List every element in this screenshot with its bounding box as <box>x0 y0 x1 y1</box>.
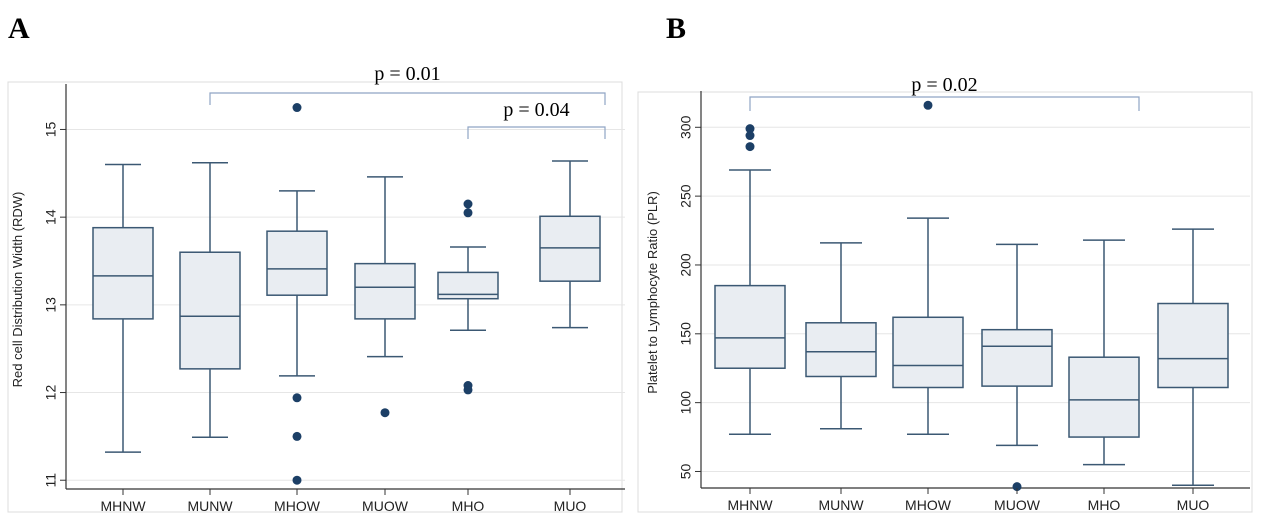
outlier-point <box>292 393 302 403</box>
y-tick-label: 14 <box>43 209 59 225</box>
x-tick-label: MHO <box>1088 497 1121 513</box>
outlier-point <box>923 100 933 110</box>
box-mhnw <box>714 124 786 436</box>
bracket-line <box>749 96 1140 111</box>
x-tick-label: MUNW <box>818 497 864 513</box>
box-munw <box>179 162 241 439</box>
iqr-box <box>981 328 1053 387</box>
box-mho <box>437 199 499 395</box>
box-mho <box>1068 239 1140 466</box>
outlier-point <box>1012 482 1022 492</box>
x-tick-label: MHOW <box>905 497 952 513</box>
outlier-point <box>292 103 302 113</box>
y-tick-label: 250 <box>678 184 694 208</box>
x-tick-label: MHNW <box>100 498 146 514</box>
iqr-box <box>92 226 154 320</box>
x-tick-label: MUOW <box>362 498 409 514</box>
iqr-box <box>892 316 964 389</box>
y-tick-label: 50 <box>678 463 694 479</box>
outlier-point <box>463 385 473 395</box>
bracket-line <box>209 92 606 105</box>
iqr-box <box>179 251 241 370</box>
y-tick-label: 150 <box>678 322 694 346</box>
significance-bracket: p = 0.02 <box>749 74 1140 111</box>
box-mhow <box>266 103 328 485</box>
y-axis-title: Platelet to Lymphocyte Ratio (PLR) <box>645 191 660 394</box>
outlier-point <box>745 131 755 141</box>
bracket-line <box>467 126 606 139</box>
box-muo <box>1157 228 1229 486</box>
outlier-point <box>380 408 390 418</box>
iqr-box <box>714 284 786 369</box>
outlier-point <box>463 199 473 209</box>
iqr-box <box>266 230 328 296</box>
x-tick-label: MHNW <box>727 497 773 513</box>
iqr-box <box>1068 356 1140 438</box>
iqr-box <box>1157 302 1229 389</box>
significance-bracket: p = 0.04 <box>467 99 606 139</box>
box-mhnw <box>92 163 154 453</box>
outlier-point <box>745 142 755 152</box>
p-value-label: p = 0.02 <box>911 74 977 96</box>
panel-letter: B <box>666 12 686 45</box>
outlier-point <box>463 208 473 218</box>
outlier-point <box>745 124 755 134</box>
y-tick-label: 200 <box>678 253 694 277</box>
x-tick-label: MUNW <box>187 498 233 514</box>
y-tick-label: 12 <box>43 385 59 401</box>
panel-letter: A <box>8 12 30 45</box>
y-tick-label: 11 <box>43 473 59 488</box>
box-muo <box>539 160 601 329</box>
x-tick-label: MHOW <box>274 498 321 514</box>
iqr-box <box>354 262 416 320</box>
iqr-box <box>539 215 601 282</box>
y-tick-label: 13 <box>43 297 59 313</box>
box-mhow <box>892 100 964 436</box>
p-value-label: p = 0.01 <box>374 63 440 85</box>
y-axis-title: Red cell Distribution Width (RDW) <box>10 192 25 388</box>
box-munw <box>805 242 877 430</box>
outlier-point <box>292 475 302 485</box>
y-tick-label: 100 <box>678 391 694 415</box>
x-tick-label: MUO <box>1177 497 1210 513</box>
iqr-box <box>805 322 877 378</box>
panel-b: B 50 100 150 200 250 300 Platelet to Lymphocyte… <box>637 12 1253 513</box>
y-tick-label: 15 <box>43 121 59 137</box>
panel-a: A 11 12 13 14 15 Red cell Distribution Width (… <box>7 12 625 514</box>
p-value-label: p = 0.04 <box>503 99 569 121</box>
box-muow <box>981 243 1053 492</box>
y-tick-label: 300 <box>678 115 694 139</box>
significance-bracket: p = 0.01 <box>209 63 606 105</box>
x-tick-label: MUOW <box>994 497 1041 513</box>
outlier-point <box>292 431 302 441</box>
box-muow <box>354 176 416 418</box>
x-tick-label: MUO <box>554 498 587 514</box>
x-tick-label: MHO <box>452 498 485 514</box>
